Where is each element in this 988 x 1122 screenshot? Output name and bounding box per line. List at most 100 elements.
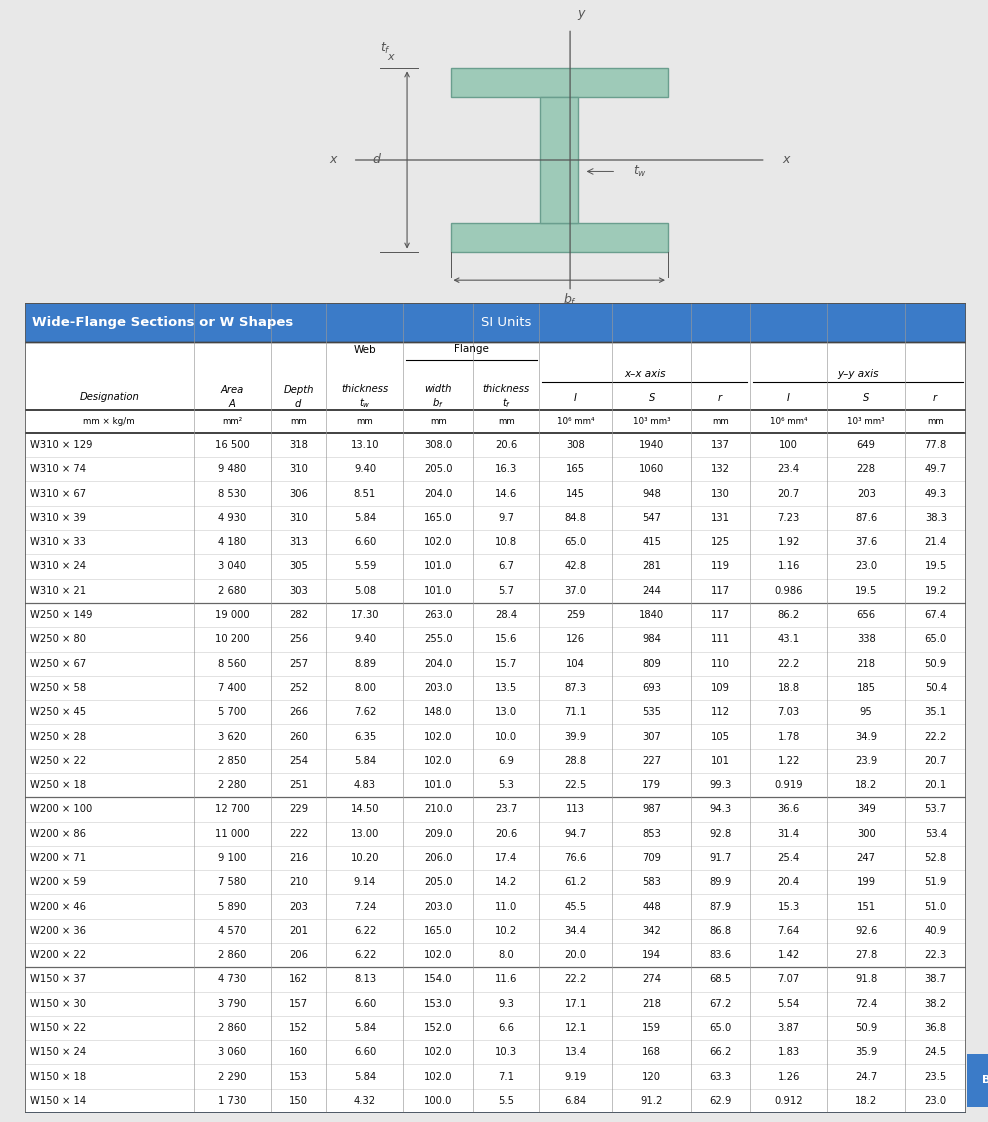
Text: 9.3: 9.3 [498, 999, 514, 1009]
Text: $t_f$: $t_f$ [379, 40, 391, 56]
Bar [25, 992, 966, 1015]
Text: 3 620: 3 620 [218, 732, 246, 742]
Bar [25, 554, 966, 579]
Text: 84.8: 84.8 [565, 513, 587, 523]
Text: 102.0: 102.0 [424, 756, 453, 766]
Text: 310: 310 [289, 465, 308, 475]
Text: 179: 179 [642, 780, 661, 790]
Text: W310 × 24: W310 × 24 [31, 561, 86, 571]
Text: Web: Web [354, 346, 376, 356]
Text: 12 700: 12 700 [215, 804, 250, 815]
Text: 7 580: 7 580 [218, 877, 246, 888]
Text: 19.5: 19.5 [855, 586, 877, 596]
Text: 1060: 1060 [639, 465, 664, 475]
Text: d: d [372, 154, 379, 166]
Text: 101.0: 101.0 [424, 586, 453, 596]
Text: 11.0: 11.0 [495, 902, 518, 911]
Text: 42.8: 42.8 [565, 561, 587, 571]
Text: W310 × 129: W310 × 129 [31, 440, 93, 450]
Text: 22.3: 22.3 [925, 950, 947, 960]
Text: 10 200: 10 200 [215, 634, 250, 644]
Text: 165.0: 165.0 [424, 513, 453, 523]
Text: W150 × 22: W150 × 22 [31, 1023, 87, 1033]
Text: 12.1: 12.1 [564, 1023, 587, 1033]
Text: 13.00: 13.00 [351, 829, 379, 838]
Text: 282: 282 [289, 610, 308, 620]
Text: 547: 547 [642, 513, 661, 523]
Text: mm: mm [928, 417, 945, 426]
Text: 76.6: 76.6 [564, 853, 587, 863]
Text: Area
$A$: Area $A$ [220, 385, 244, 410]
Text: 308.0: 308.0 [424, 440, 453, 450]
Text: 203: 203 [289, 902, 308, 911]
Text: 14.2: 14.2 [495, 877, 518, 888]
Text: 130: 130 [711, 488, 730, 498]
Text: 2 860: 2 860 [218, 1023, 246, 1033]
Text: 20.0: 20.0 [565, 950, 587, 960]
Text: x–x axis: x–x axis [624, 369, 666, 379]
Text: mm: mm [430, 417, 447, 426]
Text: 4 930: 4 930 [218, 513, 246, 523]
Text: 7 400: 7 400 [218, 683, 246, 693]
Text: 8.00: 8.00 [354, 683, 376, 693]
Text: mm²: mm² [222, 417, 242, 426]
Text: 18.8: 18.8 [778, 683, 799, 693]
Text: 8 560: 8 560 [218, 659, 246, 669]
Text: 24.7: 24.7 [855, 1072, 877, 1082]
Text: 2 290: 2 290 [218, 1072, 247, 1082]
Text: 199: 199 [857, 877, 875, 888]
Text: 303: 303 [289, 586, 308, 596]
FancyBboxPatch shape [451, 68, 668, 98]
Text: 23.4: 23.4 [778, 465, 799, 475]
Text: 151: 151 [857, 902, 875, 911]
Text: 11.6: 11.6 [495, 974, 518, 984]
Text: 227: 227 [642, 756, 661, 766]
Text: 1.16: 1.16 [778, 561, 800, 571]
Text: 34.4: 34.4 [565, 926, 587, 936]
Text: 7.1: 7.1 [498, 1072, 514, 1082]
Text: 40.9: 40.9 [925, 926, 947, 936]
Text: 77.8: 77.8 [925, 440, 947, 450]
Text: W250 × 58: W250 × 58 [31, 683, 87, 693]
Text: W200 × 36: W200 × 36 [31, 926, 86, 936]
Text: 102.0: 102.0 [424, 950, 453, 960]
Text: 35.9: 35.9 [855, 1047, 877, 1057]
Text: 247: 247 [857, 853, 875, 863]
Text: 222: 222 [289, 829, 308, 838]
Text: 5.08: 5.08 [354, 586, 376, 596]
Text: 15.6: 15.6 [495, 634, 518, 644]
Text: Depth
$d$: Depth $d$ [284, 385, 314, 410]
Text: 13.5: 13.5 [495, 683, 518, 693]
Text: 119: 119 [711, 561, 730, 571]
Text: 61.2: 61.2 [564, 877, 587, 888]
Text: W200 × 22: W200 × 22 [31, 950, 87, 960]
Text: 256: 256 [289, 634, 308, 644]
Text: 101.0: 101.0 [424, 561, 453, 571]
Bar [25, 942, 966, 967]
Text: width
$b_f$: width $b_f$ [425, 384, 452, 411]
Text: 338: 338 [857, 634, 875, 644]
Text: 5 890: 5 890 [218, 902, 246, 911]
Bar [25, 481, 966, 506]
Text: 35.1: 35.1 [925, 707, 947, 717]
Text: 50.9: 50.9 [855, 1023, 877, 1033]
Text: W310 × 39: W310 × 39 [31, 513, 86, 523]
Bar [25, 579, 966, 603]
Text: W150 × 24: W150 × 24 [31, 1047, 87, 1057]
Text: 7.03: 7.03 [778, 707, 799, 717]
Text: 111: 111 [711, 634, 730, 644]
Text: 132: 132 [711, 465, 730, 475]
Bar [25, 627, 966, 652]
Bar [25, 871, 966, 894]
Text: $r$: $r$ [717, 392, 724, 403]
Text: 109: 109 [711, 683, 730, 693]
Text: 204.0: 204.0 [424, 659, 453, 669]
Text: W250 × 45: W250 × 45 [31, 707, 87, 717]
Text: 3 060: 3 060 [218, 1047, 246, 1057]
Text: 101: 101 [711, 756, 730, 766]
Text: 216: 216 [289, 853, 308, 863]
Text: 5.59: 5.59 [354, 561, 376, 571]
Text: 6.7: 6.7 [498, 561, 514, 571]
Text: 28.8: 28.8 [565, 756, 587, 766]
Text: W200 × 59: W200 × 59 [31, 877, 87, 888]
